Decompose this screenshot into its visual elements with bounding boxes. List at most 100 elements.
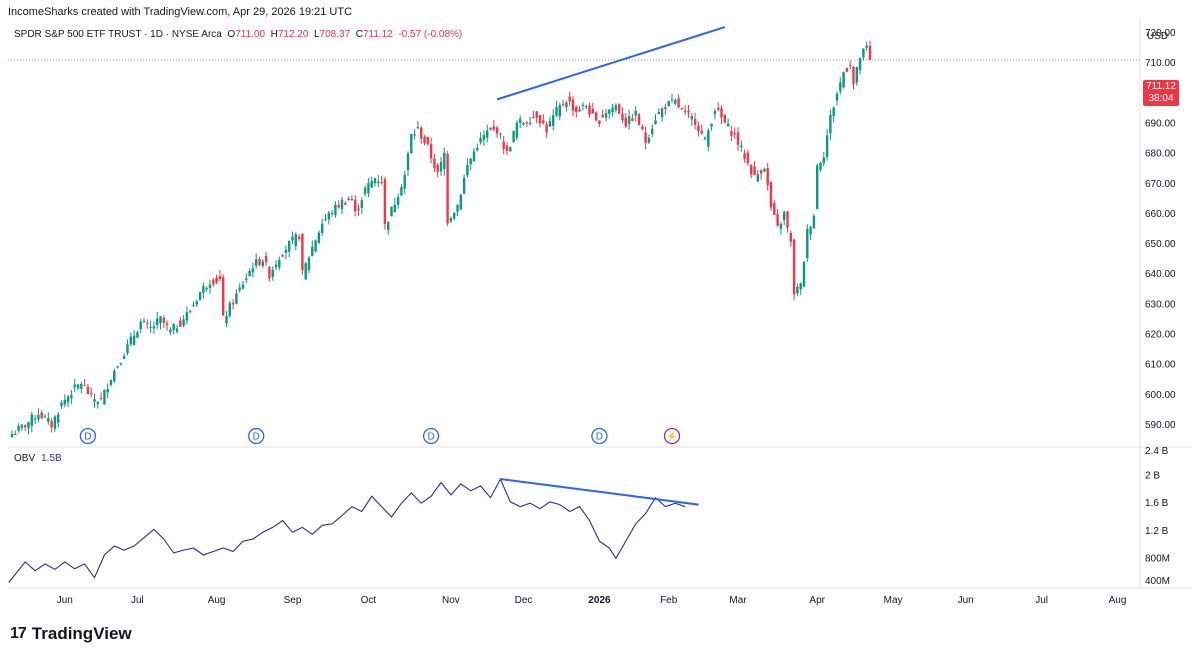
close-value: 711.12 bbox=[362, 29, 393, 40]
candle-body bbox=[832, 107, 835, 116]
candle-body bbox=[552, 115, 555, 126]
candle-body bbox=[83, 385, 86, 387]
candle-body bbox=[33, 418, 37, 420]
tradingview-logo[interactable]: 17 TradingView bbox=[10, 624, 132, 644]
earnings-marker bbox=[663, 427, 681, 445]
candle-body bbox=[713, 111, 717, 115]
candle-body bbox=[291, 236, 294, 241]
candle-body bbox=[637, 114, 641, 125]
candle-body bbox=[855, 66, 858, 83]
candle-body bbox=[103, 389, 106, 405]
candle-body bbox=[235, 293, 238, 304]
candle-body bbox=[825, 135, 829, 157]
candle-body bbox=[354, 199, 357, 212]
candle-body bbox=[608, 109, 611, 114]
low-value: 708.37 bbox=[319, 29, 351, 40]
candle-body bbox=[139, 321, 142, 330]
candle-body bbox=[456, 204, 459, 212]
symbol-name: SPDR S&P 500 ETF TRUST · 1D · NYSE Arca bbox=[14, 29, 222, 40]
candle-body bbox=[588, 105, 591, 115]
candle-body bbox=[723, 114, 726, 123]
candle-body bbox=[334, 204, 337, 216]
candle-body bbox=[268, 267, 271, 279]
candle-body bbox=[439, 161, 443, 172]
candle-body bbox=[618, 104, 621, 114]
candle-body bbox=[670, 99, 674, 101]
candle-body bbox=[370, 180, 373, 188]
candle-body bbox=[93, 399, 96, 402]
candle-body bbox=[720, 108, 723, 118]
candle-body bbox=[215, 277, 218, 283]
candle-body bbox=[779, 223, 783, 229]
candle-body bbox=[693, 118, 697, 125]
candle-body bbox=[40, 412, 43, 419]
candle-body bbox=[443, 152, 446, 170]
time-tick-label: Dec bbox=[515, 595, 533, 606]
candle-body bbox=[373, 178, 377, 184]
candle-body bbox=[403, 174, 406, 189]
candle-body bbox=[284, 249, 288, 253]
symbol-legend[interactable]: SPDR S&P 500 ETF TRUST · 1D · NYSE Arca … bbox=[14, 29, 462, 40]
candle-body bbox=[123, 356, 126, 359]
chart-credit: IncomeSharks created with TradingView.co… bbox=[8, 6, 353, 18]
candle-body bbox=[317, 232, 321, 244]
candle-body bbox=[185, 312, 189, 321]
candle-body bbox=[819, 162, 822, 170]
candle-body bbox=[545, 124, 548, 133]
candle-body bbox=[126, 344, 129, 354]
candle-body bbox=[816, 165, 819, 209]
time-tick-label: Feb bbox=[660, 595, 678, 606]
candle-body bbox=[555, 107, 558, 116]
candle-body bbox=[499, 133, 502, 135]
candle-body bbox=[76, 384, 80, 389]
candle-body bbox=[202, 286, 205, 293]
candle-body bbox=[129, 336, 132, 345]
candle-body bbox=[852, 67, 855, 85]
candle-body bbox=[380, 181, 383, 184]
last-price-value: 711.12 bbox=[1146, 81, 1176, 92]
candle-body bbox=[525, 122, 528, 124]
obv-tick-label: 1.6 B bbox=[1145, 498, 1169, 509]
candle-body bbox=[248, 270, 251, 277]
candle-body bbox=[858, 58, 862, 70]
candle-body bbox=[561, 103, 565, 105]
candle-body bbox=[453, 212, 456, 219]
candle-body bbox=[829, 115, 832, 134]
candle-body bbox=[687, 110, 690, 113]
candle-body bbox=[86, 386, 90, 395]
candle-body bbox=[57, 414, 60, 423]
candle-body bbox=[773, 202, 776, 215]
candle-body bbox=[750, 164, 753, 175]
candle-body bbox=[159, 316, 162, 324]
candle-body bbox=[340, 199, 344, 210]
candle-body bbox=[568, 96, 571, 102]
candle-body bbox=[116, 366, 119, 368]
candle-body bbox=[604, 113, 608, 118]
candle-body bbox=[743, 153, 746, 160]
candle-body bbox=[90, 393, 93, 395]
candle-body bbox=[241, 284, 245, 289]
candle-body bbox=[726, 123, 730, 127]
candle-body bbox=[274, 264, 278, 268]
candle-body bbox=[601, 114, 604, 118]
candle-body bbox=[156, 318, 159, 325]
candle-body bbox=[301, 234, 304, 271]
candle-body bbox=[868, 45, 872, 60]
candle-body bbox=[307, 257, 311, 270]
candle-body bbox=[710, 123, 713, 127]
obv-legend[interactable]: OBV 1.5B bbox=[14, 453, 62, 464]
candle-body bbox=[466, 164, 469, 176]
time-tick-label: Jun bbox=[57, 595, 73, 606]
candle-body bbox=[822, 157, 825, 163]
candle-body bbox=[532, 116, 535, 118]
candle-body bbox=[505, 145, 509, 151]
time-tick-label: Nov bbox=[442, 595, 460, 606]
candle-body bbox=[581, 104, 585, 106]
candle-body bbox=[624, 117, 627, 127]
time-tick-label: Oct bbox=[361, 595, 377, 606]
candle-body bbox=[50, 420, 53, 428]
candle-body bbox=[802, 261, 806, 287]
obv-tick-label: 2.4 B bbox=[1145, 446, 1169, 457]
candle-body bbox=[862, 48, 865, 58]
